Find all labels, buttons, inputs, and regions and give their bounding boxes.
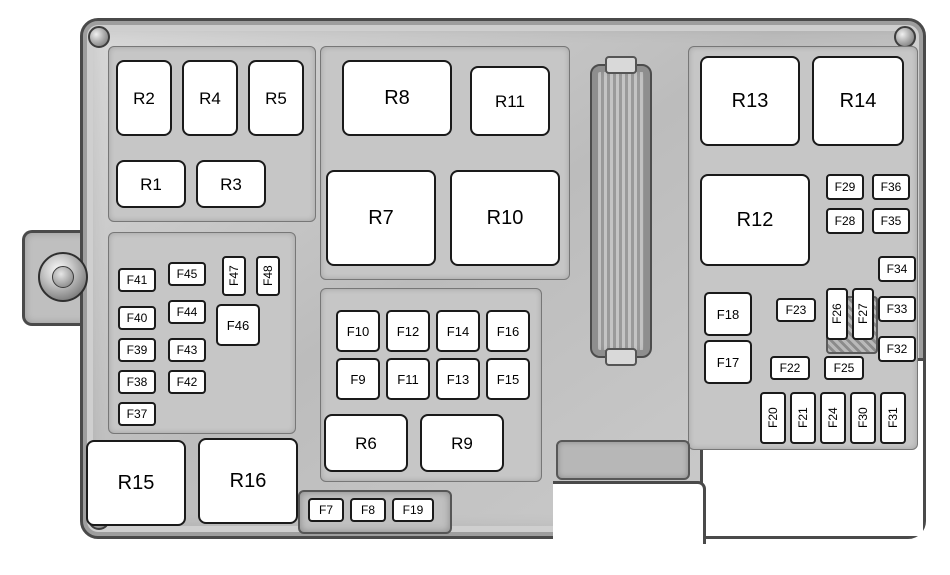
fuse-f32: F32 <box>878 336 916 362</box>
fuse-f35: F35 <box>872 208 910 234</box>
mounting-bolt-icon <box>38 252 88 302</box>
fuse-f10: F10 <box>336 310 380 352</box>
fuse-f15: F15 <box>486 358 530 400</box>
fuse-f26: F26 <box>826 288 848 340</box>
relay-r11: R11 <box>470 66 550 136</box>
fuse-f23: F23 <box>776 298 816 322</box>
fuse-f47: F47 <box>222 256 246 296</box>
fuse-f16: F16 <box>486 310 530 352</box>
fuse-f19: F19 <box>392 498 434 522</box>
fuse-f14: F14 <box>436 310 480 352</box>
fuse-f37: F37 <box>118 402 156 426</box>
fuse-f12: F12 <box>386 310 430 352</box>
rivet-icon <box>894 26 916 48</box>
fuse-f39: F39 <box>118 338 156 362</box>
fuse-f7: F7 <box>308 498 344 522</box>
relay-r8: R8 <box>342 60 452 136</box>
relay-r3: R3 <box>196 160 266 208</box>
fuse-f24: F24 <box>820 392 846 444</box>
fuse-f40: F40 <box>118 306 156 330</box>
step-molding <box>556 440 690 480</box>
relay-r1: R1 <box>116 160 186 208</box>
fuse-f33: F33 <box>878 296 916 322</box>
relay-r13: R13 <box>700 56 800 146</box>
relay-r4: R4 <box>182 60 238 136</box>
fuse-f11: F11 <box>386 358 430 400</box>
fuse-f29: F29 <box>826 174 864 200</box>
fuse-f45: F45 <box>168 262 206 286</box>
rivet-icon <box>88 26 110 48</box>
fuse-f9: F9 <box>336 358 380 400</box>
relay-r12: R12 <box>700 174 810 266</box>
fuse-f46: F46 <box>216 304 260 346</box>
fuse-box-diagram: R1 R2 R3 R4R5 R6 R7 R8 R9 R10 R11 R12 R13R14 R15R16 F… <box>0 0 950 575</box>
fuse-f41: F41 <box>118 268 156 292</box>
relay-r5: R5 <box>248 60 304 136</box>
fuse-f36: F36 <box>872 174 910 200</box>
relay-r10: R10 <box>450 170 560 266</box>
fuse-f25: F25 <box>824 356 864 380</box>
fuse-f13: F13 <box>436 358 480 400</box>
relay-r7: R7 <box>326 170 436 266</box>
fuse-f28: F28 <box>826 208 864 234</box>
fuse-f22: F22 <box>770 356 810 380</box>
relay-r16: R16 <box>198 438 298 524</box>
fuse-f17: F17 <box>704 340 752 384</box>
relay-r2: R2 <box>116 60 172 136</box>
fuse-f48: F48 <box>256 256 280 296</box>
fuse-f34: F34 <box>878 256 916 282</box>
relay-r14: R14 <box>812 56 904 146</box>
fuse-f42: F42 <box>168 370 206 394</box>
relay-r9: R9 <box>420 414 504 472</box>
fuse-f8: F8 <box>350 498 386 522</box>
fuse-f44: F44 <box>168 300 206 324</box>
fuse-f18: F18 <box>704 292 752 336</box>
fuse-f43: F43 <box>168 338 206 362</box>
fuse-f30: F30 <box>850 392 876 444</box>
relay-r6: R6 <box>324 414 408 472</box>
relay-r15: R15 <box>86 440 186 526</box>
fuse-f21: F21 <box>790 392 816 444</box>
connector-block <box>590 64 652 358</box>
fuse-f27: F27 <box>852 288 874 340</box>
fuse-f20: F20 <box>760 392 786 444</box>
fuse-f31: F31 <box>880 392 906 444</box>
fuse-f38: F38 <box>118 370 156 394</box>
